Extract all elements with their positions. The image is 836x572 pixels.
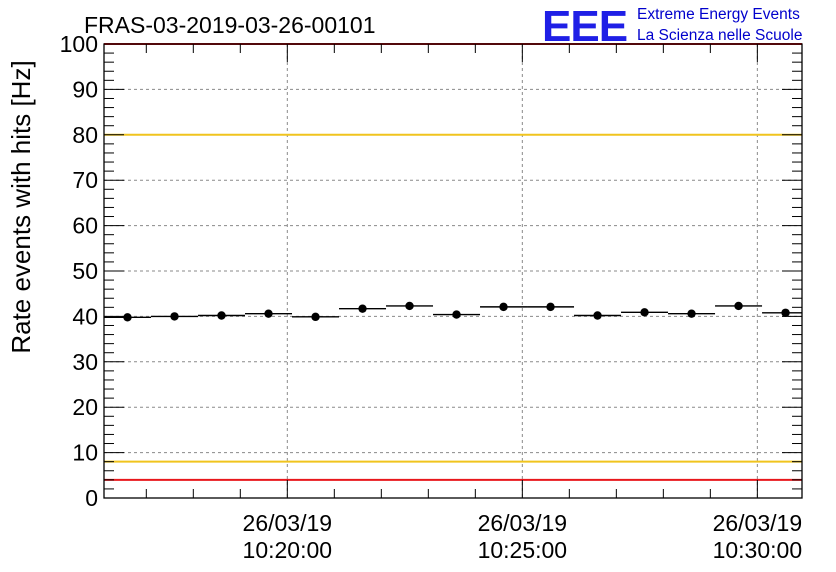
y-tick-label: 40 — [72, 303, 98, 329]
y-tick-label: 90 — [72, 76, 98, 102]
data-point — [170, 312, 179, 321]
y-tick-label: 50 — [72, 258, 98, 284]
data-point — [499, 302, 508, 312]
y-tick-label: 60 — [72, 213, 98, 239]
y-tick-label: 80 — [72, 122, 98, 148]
data-point — [217, 311, 226, 320]
y-tick-label: 70 — [72, 167, 98, 193]
y-tick-label: 100 — [60, 31, 98, 57]
eee-logo: EEE Extreme Energy Events La Scienza nel… — [542, 2, 802, 51]
x-tick-date: 26/03/19 — [713, 510, 803, 536]
plot-frame — [103, 43, 803, 499]
data-point — [405, 301, 414, 311]
reference-lines — [104, 43, 802, 481]
logo-line-2: La Scienza nelle Scuole — [637, 27, 802, 44]
x-tick-labels: 26/03/1910:20:0026/03/1910:25:0026/03/19… — [243, 510, 803, 563]
y-tick-label: 20 — [72, 394, 98, 420]
data-point — [311, 312, 320, 322]
data-point — [640, 308, 649, 317]
logo-mark: EEE — [542, 2, 627, 51]
x-tick-time: 10:30:00 — [713, 537, 803, 563]
data-point — [452, 310, 461, 319]
data-point — [734, 301, 743, 311]
x-tick-time: 10:20:00 — [243, 537, 333, 563]
data-point — [546, 302, 555, 312]
data-points — [104, 301, 802, 322]
data-point — [123, 313, 132, 322]
y-tick-label: 10 — [72, 440, 98, 466]
data-point — [264, 309, 273, 318]
grid-lines — [104, 44, 802, 498]
x-tick-date: 26/03/19 — [243, 510, 333, 536]
y-axis-label: Rate events with hits [Hz] — [6, 60, 36, 353]
data-point — [781, 308, 790, 317]
y-tick-label: 0 — [85, 485, 98, 511]
x-tick-time: 10:25:00 — [478, 537, 568, 563]
chart-title: FRAS-03-2019-03-26-00101 — [84, 12, 376, 38]
y-tick-label: 30 — [72, 349, 98, 375]
logo-line-1: Extreme Energy Events — [637, 6, 800, 23]
data-point — [358, 304, 367, 313]
data-point — [593, 311, 602, 320]
x-tick-date: 26/03/19 — [478, 510, 568, 536]
data-point — [687, 309, 696, 318]
y-tick-labels: 0 10 20 30 40 50 60 70 80 90 100 — [60, 31, 98, 511]
